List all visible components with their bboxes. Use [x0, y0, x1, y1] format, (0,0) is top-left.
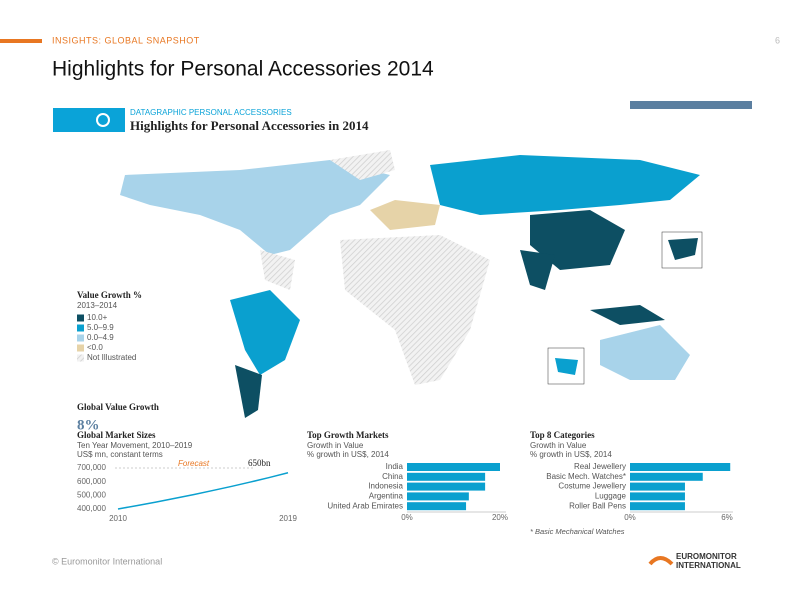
singapore: [555, 358, 578, 375]
indonesia: [590, 305, 665, 325]
australia: [600, 325, 690, 380]
chart-unit: US$ mn, constant terms: [77, 450, 163, 459]
legend-swatch: [77, 354, 84, 362]
legend-label: <0.0: [87, 343, 103, 352]
watch-icon: [96, 113, 110, 127]
global-growth-label: Global Value Growth: [77, 402, 159, 412]
slide-title: Highlights for Personal Accessories 2014: [52, 58, 434, 81]
legend-swatch: [77, 314, 84, 322]
chart-title: Global Market Sizes: [77, 430, 156, 440]
logo-mark: [648, 556, 674, 566]
y-tick-label: 700,000: [77, 463, 106, 472]
y-tick-label: 400,000: [77, 504, 106, 513]
bar: [407, 492, 469, 501]
y-tick-label: 600,000: [77, 477, 106, 486]
x-tick-label: 20%: [492, 513, 508, 522]
legend-title: Value Growth %: [77, 290, 142, 300]
x-tick-label: 0%: [401, 513, 413, 522]
y-tick-label: 500,000: [77, 490, 106, 499]
global-growth-value: 8%: [77, 417, 100, 433]
legend-swatch: [77, 324, 84, 332]
icon-band: [53, 108, 125, 132]
logo-line-2: INTERNATIONAL: [676, 561, 741, 570]
chart-title: Top Growth Markets: [307, 430, 389, 440]
bar: [630, 482, 685, 491]
x-tick-label: 6%: [721, 513, 733, 522]
bar: [630, 492, 685, 501]
brazil: [230, 290, 300, 375]
category-label: China: [382, 472, 403, 481]
bar: [630, 502, 685, 511]
bar: [407, 463, 500, 471]
bar: [630, 463, 731, 471]
category-label: Roller Ball Pens: [569, 501, 626, 510]
legend: Value Growth % 2013–2014: [77, 290, 142, 310]
x-tick-label: 0%: [624, 513, 636, 522]
kicker: DATAGRAPHIC PERSONAL ACCESSORIES: [130, 108, 292, 117]
chart-unit: % growth in US$, 2014: [530, 450, 612, 459]
annotation: 650bn: [248, 458, 271, 468]
greenland: [330, 150, 395, 180]
category-label: Basic Mech. Watches*: [546, 472, 626, 481]
category-label: Luggage: [595, 492, 627, 501]
section: INSIGHTS: GLOBAL SNAPSHOT: [52, 35, 200, 45]
legend-swatch: [77, 334, 84, 342]
category-label: Real Jewellery: [574, 462, 626, 471]
legend-label: 0.0–4.9: [87, 333, 114, 342]
chart-subtitle: Growth in Value: [307, 441, 364, 450]
legend-label: Not Illustrated: [87, 353, 136, 362]
line-series: [117, 472, 289, 510]
bar: [407, 502, 467, 511]
legend-label: 10.0+: [87, 313, 108, 322]
bar: [630, 472, 703, 481]
category-label: Indonesia: [368, 482, 403, 491]
chart-title: Top 8 Categories: [530, 430, 595, 440]
legend-swatch: [77, 344, 84, 352]
india: [520, 250, 555, 290]
chart-subtitle: Growth in Value: [530, 441, 587, 450]
legend-label: 5.0–9.9: [87, 323, 114, 332]
chart-unit: % growth in US$, 2014: [307, 450, 389, 459]
annotation: Forecast: [178, 459, 210, 468]
copyright: © Euromonitor International: [52, 556, 162, 566]
category-label: India: [386, 462, 404, 471]
japan: [668, 238, 698, 260]
argentina: [235, 365, 262, 418]
deco-bar: [630, 101, 752, 109]
central-america: [260, 250, 295, 290]
footnote: * Basic Mechanical Watches: [530, 527, 625, 536]
chart-subtitle: Ten Year Movement, 2010–2019: [77, 441, 193, 450]
logo-line-1: EUROMONITOR: [676, 552, 737, 561]
north-america: [120, 160, 390, 255]
russia: [430, 155, 700, 215]
accent-bar: [0, 39, 42, 43]
category-label: Costume Jewellery: [558, 482, 626, 491]
legend-subtitle: 2013–2014: [77, 301, 118, 310]
bar: [407, 482, 486, 491]
category-label: Argentina: [369, 492, 404, 501]
page-number: 6: [775, 35, 780, 45]
x-tick-label: 2019: [279, 514, 297, 523]
africa: [340, 235, 490, 385]
europe: [370, 200, 440, 230]
world-map: [120, 150, 703, 418]
bar: [407, 472, 486, 481]
category-label: United Arab Emirates: [327, 501, 403, 510]
x-tick-label: 2010: [109, 514, 127, 523]
info-title: Highlights for Personal Accessories in 2…: [130, 118, 369, 133]
